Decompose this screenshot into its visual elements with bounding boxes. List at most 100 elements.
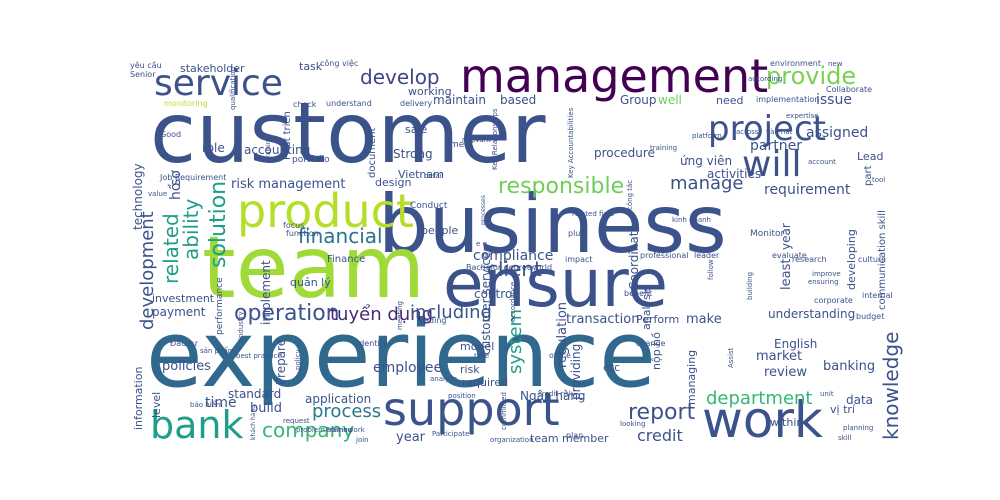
word-bao-hiem: request — [283, 417, 310, 425]
word-team-member: team member — [530, 432, 609, 445]
word-market: market — [756, 349, 802, 364]
word-accordance: committed — [500, 392, 508, 430]
word-client: client — [487, 257, 542, 281]
word-good: Đầu tư — [170, 338, 198, 348]
word-ensure: ensure — [443, 245, 668, 322]
word-impact: plus — [568, 229, 585, 238]
word-identify: leading — [417, 316, 447, 325]
word-compliance: compliance — [473, 248, 553, 264]
word-product: product — [237, 184, 414, 238]
word-transaction: transaction — [566, 312, 639, 327]
word-eg: e g — [476, 240, 487, 248]
word-assigned: assigned — [806, 125, 868, 141]
word-yeu-cau: yêu cầu — [130, 60, 162, 70]
word-leader: evaluate — [772, 251, 807, 260]
word-platform: platform — [692, 132, 722, 140]
word-within: within — [770, 416, 803, 429]
word-follow: internal — [862, 291, 893, 300]
word-investment: investment — [152, 292, 215, 305]
word-design: design — [375, 176, 412, 189]
word-model: model — [460, 340, 494, 353]
word-problem-solving: Framework — [326, 426, 366, 434]
word-policies: policies — [162, 359, 211, 374]
word-cong-tac: kinh doanh — [672, 216, 711, 224]
word-internal: corporate — [814, 296, 853, 305]
word-information: information — [132, 366, 145, 430]
word-plus: world — [530, 263, 552, 272]
word-knowledge: knowledge — [879, 332, 903, 440]
word-partner: partner — [750, 138, 802, 154]
word-benefit: impact — [565, 255, 593, 264]
word-organization: position — [448, 392, 476, 400]
word-strong: Strong — [393, 147, 433, 161]
word-year-v: year — [779, 223, 793, 250]
word-people: people — [421, 224, 459, 237]
word-developing: developing — [845, 229, 858, 290]
word-dau-tu: sản phẩm — [200, 346, 235, 355]
word-key-relationships: processes — [480, 195, 487, 225]
word-ho: hồ — [167, 183, 184, 200]
word-framework: khách hàng — [250, 405, 257, 440]
word-va-phat: và Phát — [766, 128, 793, 136]
word-skill: unit — [820, 390, 834, 398]
word-required: required — [462, 376, 508, 389]
word-industry: value — [148, 190, 167, 198]
word-vi-tri: vị trí — [830, 403, 856, 416]
word-collaborate: Collaborate — [826, 85, 872, 94]
word-time: time — [205, 395, 237, 411]
word-portfolio: portfolio — [292, 155, 330, 165]
word-responsibilities: monitoring — [164, 99, 208, 108]
word-year: year — [396, 430, 426, 445]
word-need: need — [716, 94, 744, 107]
word-policy: identify — [357, 339, 387, 348]
word-perform: Perform — [636, 313, 679, 326]
word-check: check — [293, 100, 317, 109]
word-focus: industry — [237, 311, 245, 340]
word-management: management — [460, 49, 768, 103]
word-group: Group — [620, 93, 657, 107]
word-evaluate: culture — [858, 255, 886, 264]
word-finance: Finance — [327, 254, 365, 265]
word-related: related — [159, 213, 183, 284]
word-experience: experience — [146, 301, 656, 408]
word-tool: tool — [872, 176, 885, 184]
word-senior: Senior — [130, 70, 156, 79]
word-budget: accordance — [509, 282, 517, 322]
word-well: well — [658, 93, 682, 107]
word-processes: related field — [572, 210, 614, 218]
word-implementation: implementation — [756, 95, 819, 104]
word-work: work — [702, 391, 823, 449]
word-team: team — [202, 218, 425, 318]
word-customer-service: customer service — [479, 252, 493, 355]
word-expertise: expertise — [786, 112, 819, 120]
word-banking: banking — [823, 359, 875, 374]
word-ung-vien: ứng viên — [680, 154, 732, 168]
word-assist: budget — [856, 312, 884, 321]
word-ngan-hang: Ngân hàng — [520, 389, 586, 403]
word-document: document — [367, 127, 378, 178]
word-san-pham: best practice — [236, 352, 282, 360]
word-prepare: Prepare — [274, 339, 288, 385]
word-take: office — [549, 351, 571, 360]
word-professional: leader — [694, 251, 720, 260]
word-corporate: building — [746, 272, 754, 300]
word-join: Participate — [432, 430, 469, 438]
word-operation: operation — [234, 301, 340, 326]
word-employee: employee — [373, 360, 442, 376]
word-relevant: relevant — [462, 136, 491, 144]
word-position: ensuring — [808, 278, 839, 286]
word-risk: risk — [460, 363, 480, 376]
word-project: project — [708, 109, 826, 149]
word-so: sơ — [168, 170, 184, 186]
word-payment: payment — [152, 305, 206, 319]
word-tuyen-dung: tuyển dụng — [330, 304, 433, 325]
word-develop: develop — [360, 65, 440, 89]
word-meeting: function — [286, 229, 319, 238]
word-maintain: maintain — [433, 93, 486, 107]
word-change: Assist — [727, 347, 735, 368]
word-committed: credit risk — [538, 390, 574, 398]
word-level: level — [150, 392, 163, 418]
word-part: part — [863, 165, 874, 186]
word-system: system — [505, 309, 526, 374]
